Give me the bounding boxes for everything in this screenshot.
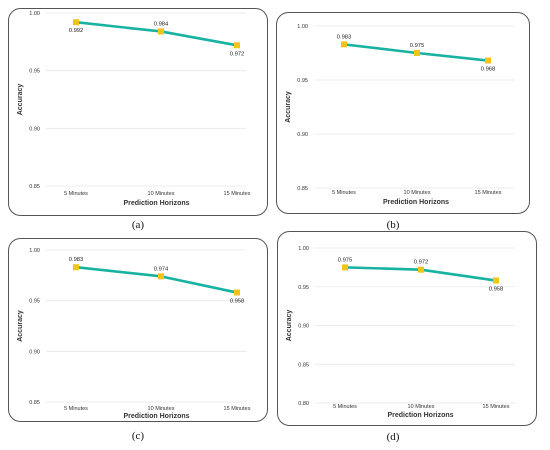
- x-tick-label: 10 Minutes: [408, 404, 435, 410]
- data-point-marker: [342, 264, 348, 271]
- x-tick-label: 10 Minutes: [148, 191, 175, 197]
- chart-panel-b: 0.85 0.90 0.95 1.00 5 Minutes 10 Minutes 15 Mi…: [276, 12, 530, 214]
- y-axis-title: Accuracy: [286, 310, 293, 342]
- data-point-marker: [341, 41, 347, 48]
- panel-frame-c: [8, 238, 268, 422]
- y-tick-label: 0.85: [29, 400, 40, 406]
- chart-b-svg: 0.85 0.90 0.95 1.00 5 Minutes 10 Minutes 15 Mi…: [276, 12, 530, 214]
- chart-panel-a: 0.85 0.90 0.95 1.00 5 Minutes 10 Minutes 15 Mi…: [8, 8, 268, 216]
- data-label: 0.975: [410, 43, 425, 49]
- y-tick-label: 0.80: [298, 401, 309, 407]
- data-label: 0.958: [230, 299, 245, 305]
- y-axis-title: Accuracy: [17, 84, 24, 116]
- data-label: 0.983: [69, 257, 84, 263]
- caption-d: (d): [386, 431, 400, 443]
- x-axis-title: Prediction Horizons: [387, 412, 453, 419]
- y-tick-label: 1.00: [29, 11, 40, 17]
- x-tick-label: 5 Minutes: [332, 190, 356, 196]
- panel-frame-a: [8, 8, 268, 216]
- data-label: 0.992: [69, 28, 84, 34]
- data-point-marker: [414, 50, 420, 56]
- caption-b: (b): [386, 219, 400, 231]
- y-tick-label: 0.95: [29, 299, 40, 305]
- data-label: 0.972: [414, 260, 429, 266]
- data-point-marker: [485, 57, 491, 64]
- y-tick-label: 0.90: [298, 324, 309, 330]
- y-tick-label: 0.95: [29, 69, 40, 75]
- data-label: 0.968: [481, 67, 496, 73]
- caption-a: (a): [131, 219, 145, 231]
- x-tick-label: 15 Minutes: [483, 404, 510, 410]
- y-tick-label: 0.90: [29, 126, 40, 132]
- x-tick-label: 10 Minutes: [404, 190, 431, 196]
- x-tick-label: 15 Minutes: [475, 190, 502, 196]
- data-label: 0.974: [154, 266, 169, 272]
- data-point-marker: [493, 277, 499, 284]
- y-tick-label: 1.00: [29, 248, 40, 254]
- data-label: 0.972: [230, 51, 245, 57]
- y-tick-label: 1.00: [298, 246, 309, 252]
- y-axis-title: Accuracy: [17, 310, 24, 342]
- x-tick-label: 5 Minutes: [64, 406, 88, 412]
- data-label: 0.983: [337, 34, 352, 40]
- data-label: 0.984: [154, 21, 169, 27]
- chart-panel-d: 0.80 0.85 0.90 0.95 1.00 5 Minutes 10 Minutes 1…: [277, 231, 537, 426]
- data-point-marker: [158, 273, 164, 280]
- x-tick-label: 15 Minutes: [224, 406, 251, 412]
- data-label: 0.958: [489, 287, 504, 293]
- y-tick-label: 0.85: [298, 362, 309, 368]
- y-tick-label: 0.85: [29, 184, 40, 190]
- data-point-marker: [234, 42, 240, 49]
- y-tick-label: 0.95: [297, 78, 308, 84]
- y-tick-label: 0.90: [29, 349, 40, 355]
- x-tick-label: 5 Minutes: [333, 404, 357, 410]
- panel-frame-b: [276, 12, 530, 214]
- y-axis-title: Accuracy: [285, 91, 292, 123]
- caption-c: (c): [131, 430, 145, 442]
- chart-panel-c: 0.85 0.90 0.95 1.00 5 Minutes 10 Minutes 15 Mi…: [8, 238, 268, 422]
- data-point-marker: [234, 289, 240, 296]
- chart-a-svg: 0.85 0.90 0.95 1.00 5 Minutes 10 Minutes 15 Mi…: [8, 8, 268, 216]
- data-point-marker: [73, 19, 79, 26]
- y-tick-label: 0.90: [297, 132, 308, 138]
- y-tick-label: 0.85: [297, 186, 308, 192]
- data-point-marker: [418, 266, 424, 273]
- x-axis-title: Prediction Horizons: [123, 200, 189, 207]
- y-tick-label: 0.95: [298, 285, 309, 291]
- y-tick-label: 1.00: [297, 24, 308, 30]
- x-tick-label: 5 Minutes: [64, 191, 88, 197]
- data-point-marker: [73, 264, 79, 271]
- x-tick-label: 10 Minutes: [148, 406, 175, 412]
- x-axis-title: Prediction Horizons: [383, 199, 449, 206]
- chart-d-svg: 0.80 0.85 0.90 0.95 1.00 5 Minutes 10 Minutes 1…: [277, 231, 537, 426]
- x-tick-label: 15 Minutes: [224, 191, 251, 197]
- chart-c-svg: 0.85 0.90 0.95 1.00 5 Minutes 10 Minutes 15 Mi…: [8, 238, 268, 422]
- x-axis-title: Prediction Horizons: [123, 413, 189, 420]
- data-label: 0.975: [338, 257, 353, 263]
- panel-frame-d: [277, 231, 537, 426]
- data-point-marker: [158, 28, 164, 35]
